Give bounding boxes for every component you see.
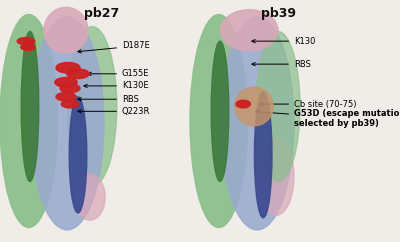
Text: Q223R: Q223R [78,107,150,116]
Ellipse shape [30,17,104,230]
Text: K130: K130 [252,37,315,46]
Ellipse shape [211,41,229,182]
Text: RBS: RBS [252,60,311,69]
Ellipse shape [235,87,273,126]
Ellipse shape [21,44,35,50]
Ellipse shape [254,92,272,218]
Text: G53D (escape mutation
selected by pb39): G53D (escape mutation selected by pb39) [256,109,400,128]
Text: Cb site (70-75): Cb site (70-75) [260,99,356,109]
Ellipse shape [190,15,248,227]
Text: G155E: G155E [88,69,150,78]
Ellipse shape [220,17,294,230]
Ellipse shape [61,100,79,108]
Ellipse shape [21,31,39,182]
Ellipse shape [56,62,80,73]
Text: D187E: D187E [78,41,150,53]
Ellipse shape [17,38,35,45]
Ellipse shape [67,27,117,186]
Ellipse shape [44,7,88,53]
Ellipse shape [69,97,87,213]
Ellipse shape [258,138,294,215]
Ellipse shape [75,174,105,220]
Ellipse shape [55,77,77,87]
Text: K130E: K130E [84,81,149,91]
Ellipse shape [256,31,300,182]
Text: RBS: RBS [78,95,139,104]
Ellipse shape [67,69,89,79]
Ellipse shape [236,100,250,108]
Ellipse shape [220,10,278,51]
Text: pb39: pb39 [260,7,296,20]
Ellipse shape [0,15,58,227]
Text: pb27: pb27 [84,7,120,20]
Ellipse shape [60,84,80,93]
Ellipse shape [56,92,76,101]
